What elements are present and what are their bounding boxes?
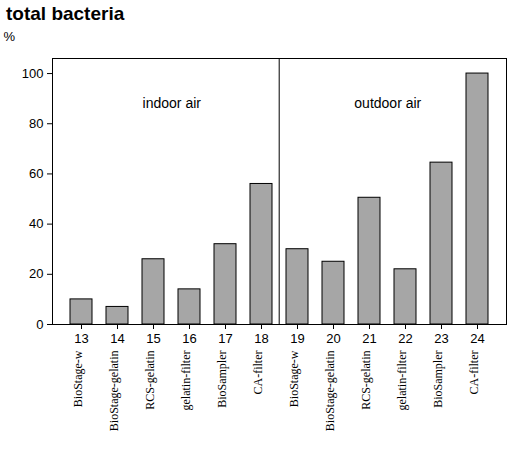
svg-text:40: 40 [29, 216, 43, 231]
svg-text:RCS-gelatin: RCS-gelatin [359, 351, 373, 410]
svg-text:BioStage-gelatin: BioStage-gelatin [107, 351, 121, 432]
html-text:total bacteria: total bacteria [6, 3, 125, 24]
svg-text:60: 60 [29, 166, 43, 181]
svg-text:CA-filter: CA-filter [467, 351, 481, 395]
svg-text:BioStage-gelatin: BioStage-gelatin [323, 351, 337, 432]
svg-text:100: 100 [22, 66, 44, 81]
svg-text:22: 22 [398, 331, 412, 346]
svg-text:gelatin-filter: gelatin-filter [179, 351, 193, 411]
svg-text:BioStage-w: BioStage-w [287, 350, 301, 407]
svg-text:14: 14 [110, 331, 124, 346]
svg-text:RCS-gelatin: RCS-gelatin [143, 351, 157, 410]
svg-text:13: 13 [74, 331, 88, 346]
svg-text:19: 19 [290, 331, 304, 346]
svg-text:17: 17 [218, 331, 232, 346]
svg-text:21: 21 [362, 331, 376, 346]
svg-text:BioSampler: BioSampler [431, 350, 445, 407]
svg-text:18: 18 [254, 331, 268, 346]
svg-text:80: 80 [29, 116, 43, 131]
svg-text:16: 16 [182, 331, 196, 346]
svg-text:outdoor air: outdoor air [354, 95, 421, 111]
svg-text:20: 20 [29, 266, 43, 281]
svg-text:20: 20 [326, 331, 340, 346]
svg-text:15: 15 [146, 331, 160, 346]
svg-text:24: 24 [470, 331, 484, 346]
svg-text:indoor air: indoor air [143, 95, 202, 111]
svg-text:0: 0 [36, 317, 43, 332]
svg-text:gelatin-filter: gelatin-filter [395, 351, 409, 411]
svg-text:%: % [4, 29, 16, 44]
svg-text:BioSampler: BioSampler [215, 350, 229, 407]
svg-text:CA-filter: CA-filter [251, 351, 265, 395]
svg-text:BioStage-w: BioStage-w [71, 350, 85, 407]
svg-text:23: 23 [434, 331, 448, 346]
